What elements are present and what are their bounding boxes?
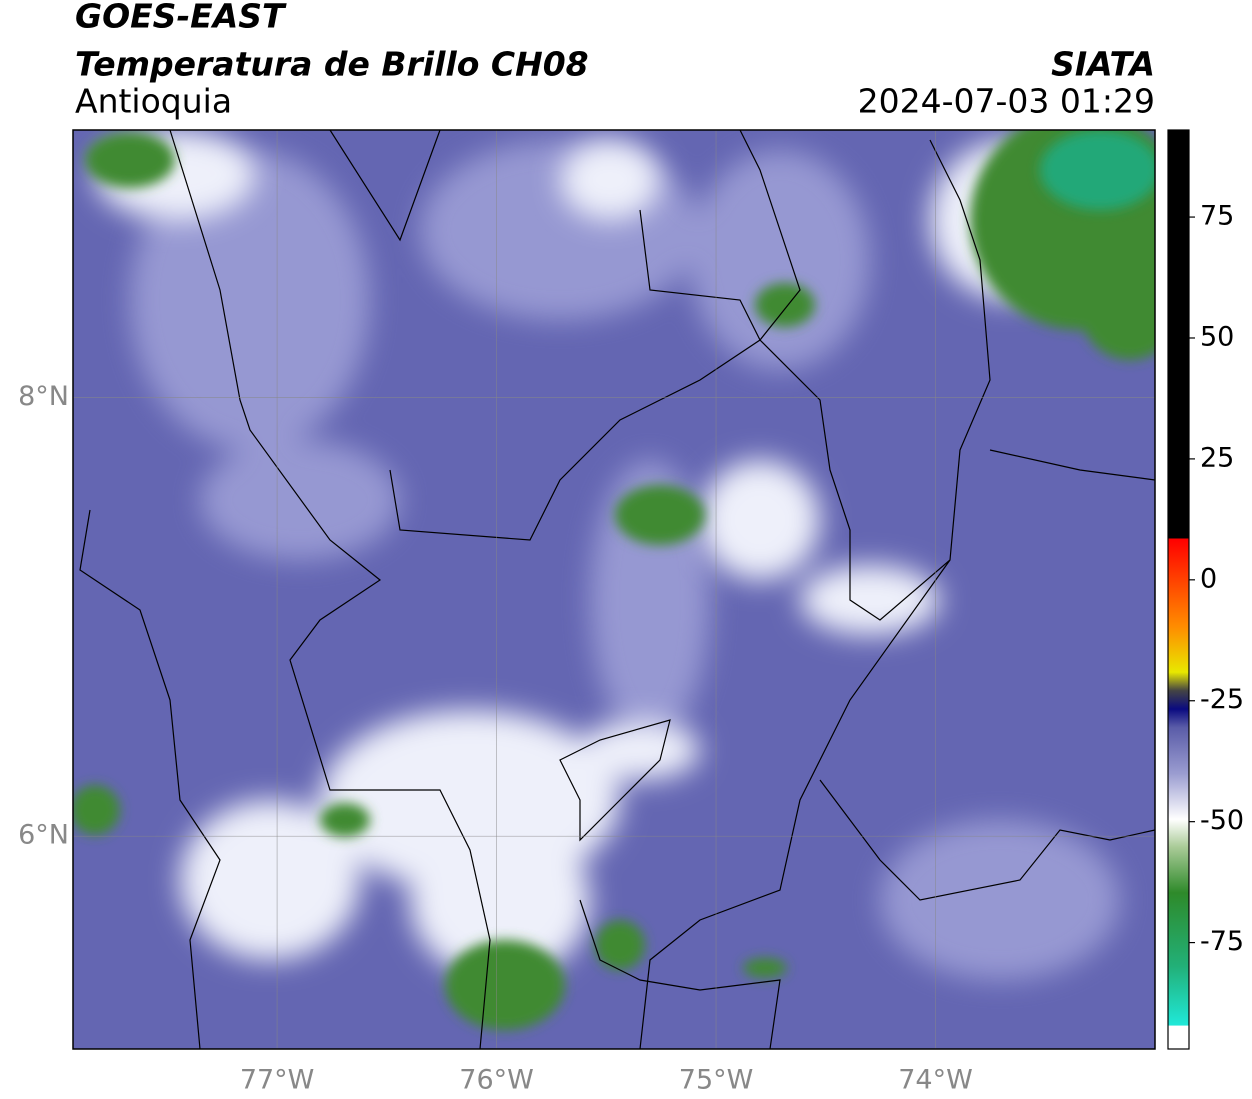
colorbar-tick-label: 25: [1200, 442, 1234, 473]
colorbar: [1167, 129, 1190, 1050]
datetime: 2024-07-03 01:29: [858, 82, 1155, 121]
colorbar-tick-label: -25: [1200, 684, 1244, 715]
colorbar-tick-label: -75: [1200, 926, 1244, 957]
colorbar-tick-label: -50: [1200, 805, 1244, 836]
x-tick-label: 74°W: [898, 1065, 973, 1096]
map-frame: [72, 129, 1156, 1050]
map-image: [73, 130, 1155, 1049]
x-tick-label: 76°W: [459, 1065, 534, 1096]
x-tick-label: 77°W: [240, 1065, 315, 1096]
graticule: [73, 130, 1155, 1049]
colorbar-tick-label: 50: [1200, 321, 1234, 352]
borders: [79, 130, 1155, 1049]
y-tick-label: 6°N: [18, 820, 69, 851]
source: SIATA: [1051, 45, 1155, 84]
region: Antioquia: [75, 82, 232, 121]
x-tick-label: 75°W: [679, 1065, 754, 1096]
colorbar-tick-label: 75: [1200, 201, 1234, 232]
satellite: GOES-EAST: [75, 0, 287, 36]
title: Temperatura de Brillo CH08: [75, 45, 589, 84]
colorbar-tick-label: 0: [1200, 563, 1217, 594]
y-tick-label: 8°N: [18, 381, 69, 412]
